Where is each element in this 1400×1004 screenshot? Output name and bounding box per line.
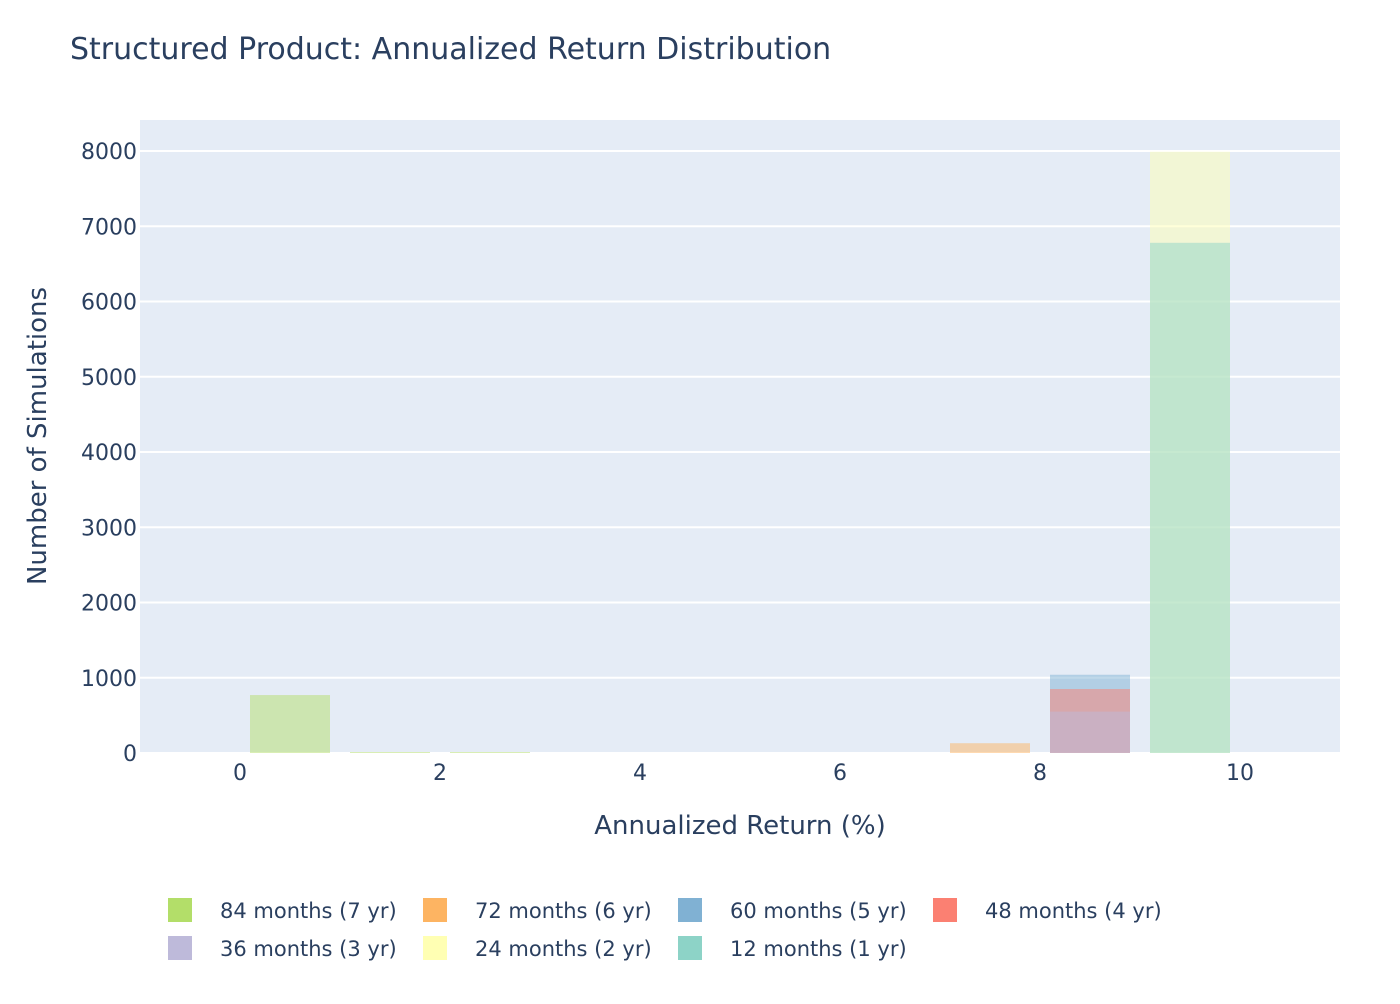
y-tick-label: 0: [123, 742, 137, 767]
legend-label: 24 months (2 yr): [475, 937, 652, 961]
y-tick-label: 5000: [81, 366, 137, 391]
legend-label: 72 months (6 yr): [475, 899, 652, 923]
legend-item[interactable]: 36 months (3 yr): [168, 936, 397, 961]
legend-swatch: [168, 898, 192, 922]
y-tick-label: 2000: [81, 592, 137, 617]
legend-swatch: [678, 898, 702, 922]
y-axis-ticks: 0 1000 2000 3000 4000 5000 6000 7000 8000: [81, 140, 137, 767]
x-tick-label: 4: [633, 761, 647, 786]
legend-label: 48 months (4 yr): [985, 899, 1162, 923]
histogram-bar[interactable]: [250, 695, 330, 753]
x-tick-label: 8: [1033, 761, 1047, 786]
legend-label: 60 months (5 yr): [730, 899, 907, 923]
histogram-bar[interactable]: [950, 743, 1030, 753]
x-axis-ticks: 0 2 4 6 8 10: [233, 761, 1254, 786]
histogram-bar[interactable]: [450, 752, 530, 753]
legend-item[interactable]: 84 months (7 yr): [168, 898, 397, 923]
histogram-bar[interactable]: [350, 752, 430, 753]
legend-label: 84 months (7 yr): [220, 899, 397, 923]
y-tick-label: 6000: [81, 291, 137, 316]
bars: [250, 151, 1230, 753]
legend-swatch: [933, 898, 957, 922]
y-axis-label: Number of Simulations: [23, 287, 53, 585]
x-tick-label: 2: [433, 761, 447, 786]
histogram-bar[interactable]: [1150, 242, 1230, 753]
chart-title: Structured Product: Annualized Return Di…: [70, 32, 831, 67]
legend-item[interactable]: 48 months (4 yr): [933, 898, 1162, 923]
legend-item[interactable]: 60 months (5 yr): [678, 898, 907, 923]
x-tick-label: 6: [833, 761, 847, 786]
legend-label: 36 months (3 yr): [220, 937, 397, 961]
legend-label: 12 months (1 yr): [730, 937, 907, 961]
legend[interactable]: 84 months (7 yr) 72 months (6 yr) 60 month…: [168, 898, 1162, 961]
y-tick-label: 3000: [81, 516, 137, 541]
legend-swatch: [168, 936, 192, 960]
x-axis-label: Annualized Return (%): [594, 811, 886, 841]
legend-item[interactable]: 72 months (6 yr): [423, 898, 652, 923]
legend-swatch: [423, 936, 447, 960]
legend-item[interactable]: 12 months (1 yr): [678, 936, 907, 961]
x-tick-label: 0: [233, 761, 247, 786]
legend-swatch: [423, 898, 447, 922]
y-tick-label: 1000: [81, 667, 137, 692]
y-tick-label: 7000: [81, 215, 137, 240]
y-tick-label: 8000: [81, 140, 137, 165]
y-tick-label: 4000: [81, 441, 137, 466]
histogram-bar[interactable]: [1050, 711, 1130, 753]
legend-item[interactable]: 24 months (2 yr): [423, 936, 652, 961]
legend-swatch: [678, 936, 702, 960]
x-tick-label: 10: [1226, 761, 1254, 786]
gridlines: [140, 150, 1340, 679]
